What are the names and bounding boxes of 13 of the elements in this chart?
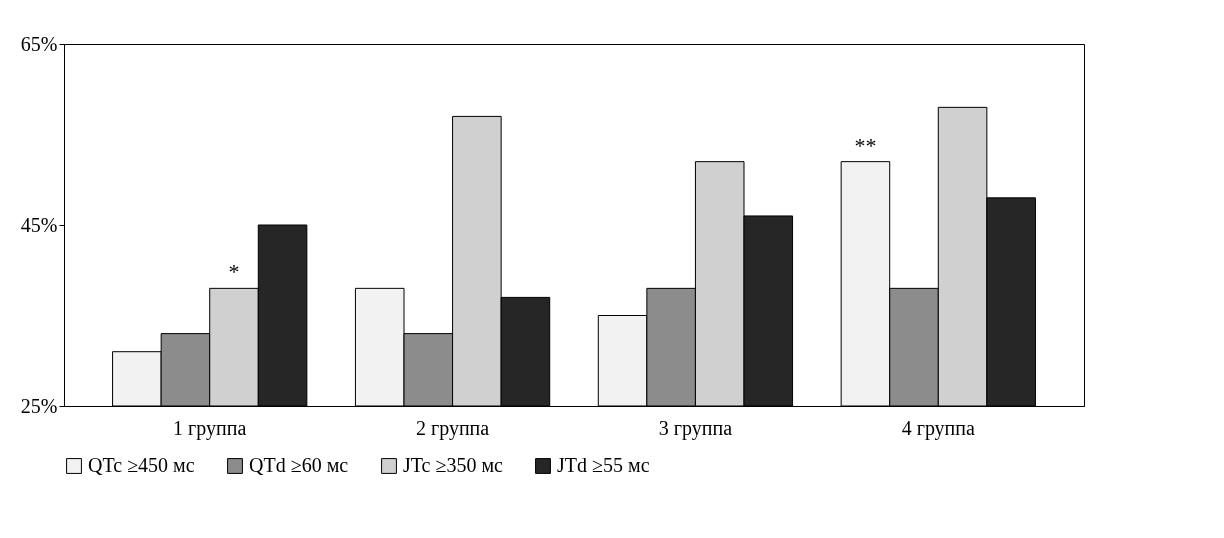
x-tick-label: 3 группа [658, 416, 733, 440]
y-tick-label: 65% [20, 32, 58, 55]
y-tick-label: 25% [20, 394, 58, 417]
legend-label: QTd ≥60 мс [249, 454, 349, 476]
annotation: ** [854, 132, 877, 158]
annotation: * [228, 259, 240, 285]
x-tick-label: 4 группа [901, 416, 976, 440]
legend-label: JTc ≥350 мс [403, 454, 504, 476]
x-tick-label: 1 группа [173, 416, 247, 440]
y-tick-label: 45% [20, 213, 58, 236]
legend-label: JTd ≥55 мс [557, 454, 650, 476]
x-tick-label: 2 группа [415, 416, 490, 440]
legend-label: QTc ≥450 мс [88, 454, 195, 476]
